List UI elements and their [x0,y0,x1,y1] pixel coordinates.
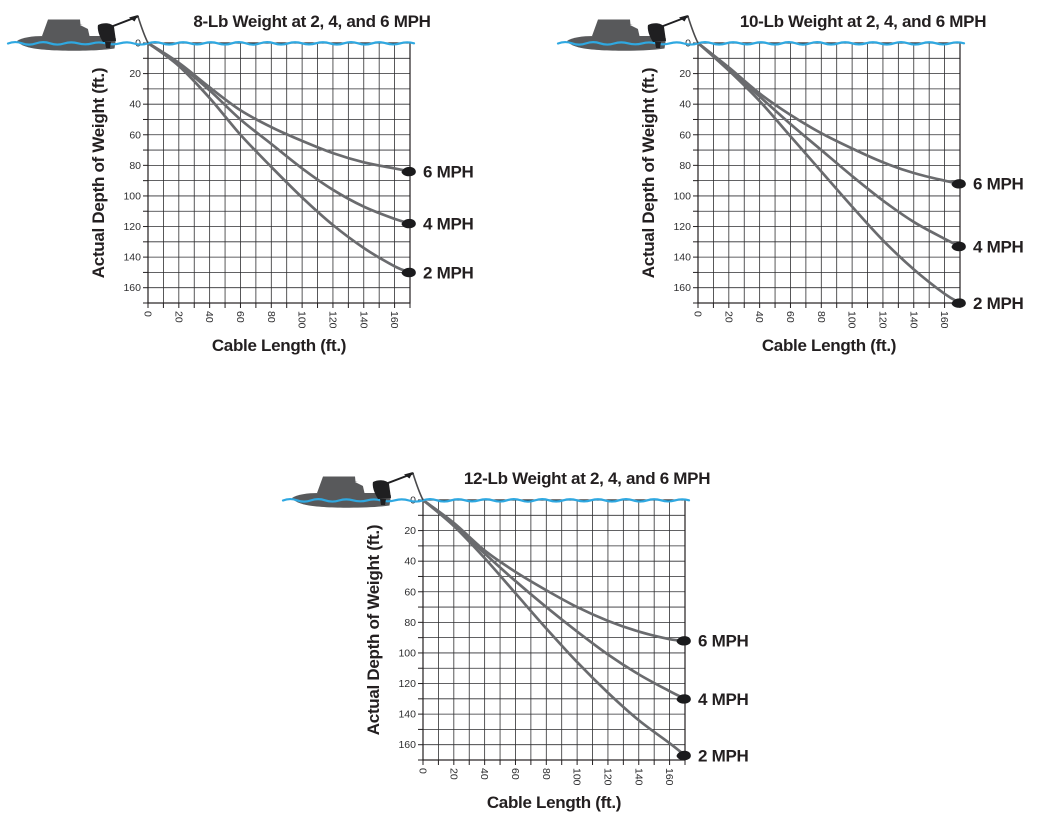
x-tick-label: 160 [388,311,400,329]
y-tick-label: 140 [123,252,141,264]
y-tick-label: 40 [129,99,141,111]
y-tick-label: 40 [679,99,691,111]
y-tick-label: 60 [129,129,141,141]
x-tick-label: 60 [784,311,796,323]
x-tick-label: 60 [234,311,246,323]
y-tick-label: 160 [123,282,141,294]
weight-dot [401,166,416,177]
x-tick-label: 140 [357,311,369,329]
depth-curve [146,41,412,274]
y-tick-label: 80 [129,160,141,172]
chart-title: 8-Lb Weight at 2, 4, and 6 MPH [193,12,430,31]
water-line [6,40,416,46]
series-label: 4 MPH [973,237,1023,256]
depth-curve [421,498,687,757]
x-tick-label: 100 [571,768,583,786]
series-label: 2 MPH [423,263,473,282]
y-tick-label: 20 [404,525,416,537]
y-tick-label: 60 [404,586,416,598]
y-tick-label: 140 [673,252,691,264]
x-tick-label: 100 [296,311,308,329]
y-axis-label: Actual Depth of Weight (ft.) [364,525,383,735]
y-tick-label: 80 [404,617,416,629]
y-tick-label: 20 [679,68,691,80]
x-tick-label: 20 [722,311,734,323]
x-tick-label: 80 [540,768,552,780]
x-tick-label: 160 [663,768,675,786]
x-tick-label: 40 [203,311,215,323]
x-tick-label: 40 [478,768,490,780]
x-tick-label: 100 [846,311,858,329]
chart-12lb: 12-Lb Weight at 2, 4, and 6 MPH 0 20 40 60 8… [275,450,805,818]
y-tick-label: 20 [129,68,141,80]
weight-dot [951,241,966,252]
water-line [556,40,966,46]
y-tick-label: 160 [673,282,691,294]
x-tick-label: 20 [447,768,459,780]
x-tick-label: 140 [907,311,919,329]
weight-dot [951,179,966,189]
depth-curve [421,498,687,643]
y-axis-label: Actual Depth of Weight (ft.) [89,68,108,278]
x-tick-label: 120 [601,768,613,786]
y-tick-label: 80 [679,160,691,172]
x-tick-label: 60 [509,768,521,780]
chart-title: 12-Lb Weight at 2, 4, and 6 MPH [464,469,710,488]
x-tick-label: 0 [692,311,704,317]
y-tick-label: 100 [123,190,141,202]
weight-dot [676,636,691,646]
x-tick-label: 160 [938,311,950,329]
y-tick-label: 120 [398,678,416,690]
series-label: 6 MPH [698,632,748,651]
x-tick-label: 80 [265,311,277,323]
y-tick-label: 120 [673,221,691,233]
water-line [281,497,691,503]
y-tick-label: 120 [123,221,141,233]
depth-curve [696,41,962,305]
weight-dot [951,298,966,308]
series-label: 4 MPH [698,690,748,709]
x-tick-label: 40 [753,311,765,323]
x-tick-label: 120 [876,311,888,329]
y-tick-label: 100 [673,190,691,202]
x-tick-label: 20 [172,311,184,323]
depth-curve [696,41,962,248]
weight-dot [401,218,416,229]
depth-curve [146,41,412,225]
chart-8lb: 8-Lb Weight at 2, 4, and 6 MPH 0 20 40 60 80… [0,0,530,368]
plot-border [422,499,686,761]
y-tick-label: 100 [398,647,416,659]
y-tick-label: 60 [679,129,691,141]
x-tick-label: 80 [815,311,827,323]
series-label: 6 MPH [423,162,473,181]
series-label: 2 MPH [698,746,748,765]
x-tick-label: 120 [326,311,338,329]
x-axis-label: Cable Length (ft.) [762,336,896,355]
y-tick-label: 40 [404,556,416,568]
series-label: 4 MPH [423,214,473,233]
depth-curve [696,41,962,186]
series-label: 6 MPH [973,175,1023,194]
series-label: 2 MPH [973,294,1023,313]
plot-border [697,42,961,304]
depth-curve [146,41,412,173]
x-tick-label: 140 [632,768,644,786]
x-axis-label: Cable Length (ft.) [487,793,621,812]
depth-curve [421,498,687,701]
y-axis-label: Actual Depth of Weight (ft.) [639,68,658,278]
y-tick-label: 160 [398,739,416,751]
chart-title: 10-Lb Weight at 2, 4, and 6 MPH [740,12,986,31]
chart-10lb: 10-Lb Weight at 2, 4, and 6 MPH 0 20 40 60 8… [550,0,1057,368]
x-tick-label: 0 [142,311,154,317]
x-axis-label: Cable Length (ft.) [212,336,346,355]
y-tick-label: 140 [398,709,416,721]
weight-dot [676,694,691,704]
x-tick-label: 0 [417,768,429,774]
weight-dot [401,267,416,278]
weight-dot [676,750,691,761]
